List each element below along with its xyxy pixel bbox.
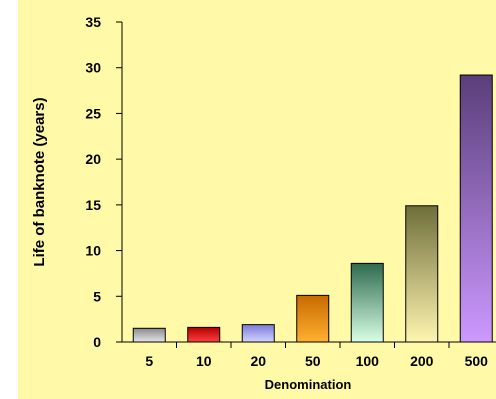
x-tick-label: 50 (305, 353, 321, 369)
x-tick-marks (176, 342, 450, 348)
x-tick-label: 100 (356, 353, 380, 369)
x-tick-label: 200 (410, 353, 434, 369)
x-tick-label: 20 (250, 353, 266, 369)
y-tick-label: 0 (93, 334, 101, 350)
bar-200 (405, 205, 439, 343)
y-tick-label: 35 (85, 14, 101, 30)
y-tick-marks (116, 21, 122, 343)
x-tick-label: 10 (196, 353, 212, 369)
x-axis-title: Denomination (265, 377, 352, 392)
y-tick-label: 5 (93, 288, 101, 304)
bar-500 (459, 74, 493, 343)
y-tick-labels: 0 5 10 15 20 25 30 35 (85, 14, 101, 350)
y-axis-title: Life of banknote (years) (31, 97, 48, 266)
y-tick-label: 10 (85, 243, 101, 259)
bar-50 (296, 294, 330, 343)
y-tick-label: 20 (85, 151, 101, 167)
bar-10 (187, 326, 221, 343)
bar-5 (132, 327, 166, 343)
y-tick-label: 30 (85, 60, 101, 76)
y-tick-label: 25 (85, 105, 101, 121)
bar-100 (350, 262, 384, 343)
x-tick-label: 5 (145, 353, 153, 369)
x-tick-labels: 5 10 20 50 100 200 500 (145, 353, 488, 369)
bars (132, 74, 493, 343)
y-tick-label: 15 (85, 197, 101, 213)
x-tick-label: 500 (465, 353, 489, 369)
bar-20 (241, 324, 275, 343)
